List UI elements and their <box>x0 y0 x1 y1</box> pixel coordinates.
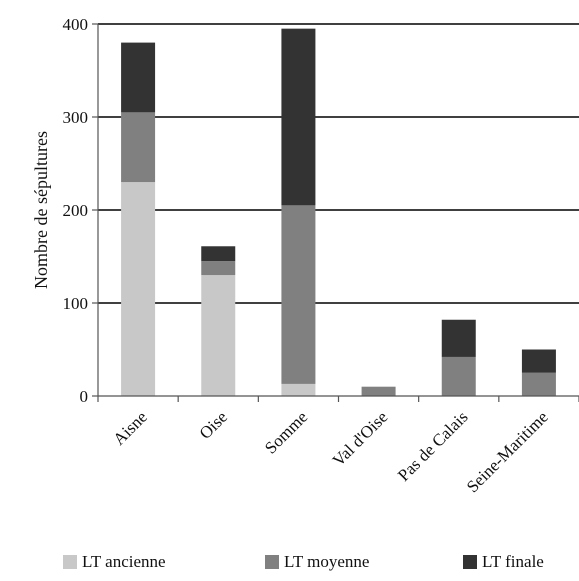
bar-segment <box>201 246 236 262</box>
stacked-bar-chart: 0 100 200 300 400 Aisne Oise Somme Val d'Oise Pa… <box>31 15 579 496</box>
y-tick-label: 400 <box>63 15 89 34</box>
bar-segment <box>281 383 316 396</box>
x-category-label: Aisne <box>109 407 150 448</box>
bar-segment <box>121 112 156 183</box>
y-tick-label: 100 <box>63 294 89 313</box>
bar-segment <box>521 349 556 373</box>
x-category-label: Oise <box>196 407 231 442</box>
legend-item-lt-finale: LT finale <box>463 552 544 572</box>
x-category-labels: Aisne Oise Somme Val d'Oise Pas de CalaisSei… <box>109 407 551 496</box>
bar-segment <box>121 42 156 113</box>
bar-segment <box>281 205 316 384</box>
axes <box>92 23 579 402</box>
legend-label: LT ancienne <box>82 552 166 571</box>
legend-swatch <box>265 555 279 569</box>
bar-segment <box>441 356 476 396</box>
bars <box>121 28 556 396</box>
x-category-label: Pas de Calais <box>394 407 472 485</box>
legend-item-lt-moyenne: LT moyenne <box>265 552 369 572</box>
legend-label: LT moyenne <box>284 552 370 571</box>
legend-swatch <box>63 555 77 569</box>
x-category-label: Seine-Maritime <box>463 407 552 496</box>
bar-segment <box>361 386 396 396</box>
bar-segment <box>201 275 236 396</box>
legend-item-lt-ancienne: LT ancienne <box>63 552 166 572</box>
x-category-label: Somme <box>261 407 311 457</box>
x-category-label: Val d'Oise <box>329 407 392 470</box>
bar-segment <box>281 28 316 206</box>
bar-segment <box>201 261 236 276</box>
y-tick-label: 200 <box>63 201 89 220</box>
legend: LT ancienne LT moyenne LT finale <box>0 552 579 576</box>
legend-label: LT finale <box>482 552 544 571</box>
y-tick-label: 0 <box>80 387 89 406</box>
gridlines <box>98 23 579 304</box>
bar-segment <box>521 372 556 396</box>
y-axis-title: Nombre de sépultures <box>31 131 51 289</box>
y-tick-labels: 0 100 200 300 400 <box>63 15 89 406</box>
y-tick-label: 300 <box>63 108 89 127</box>
bar-segment <box>441 319 476 357</box>
bar-segment <box>121 182 156 396</box>
legend-swatch <box>463 555 477 569</box>
